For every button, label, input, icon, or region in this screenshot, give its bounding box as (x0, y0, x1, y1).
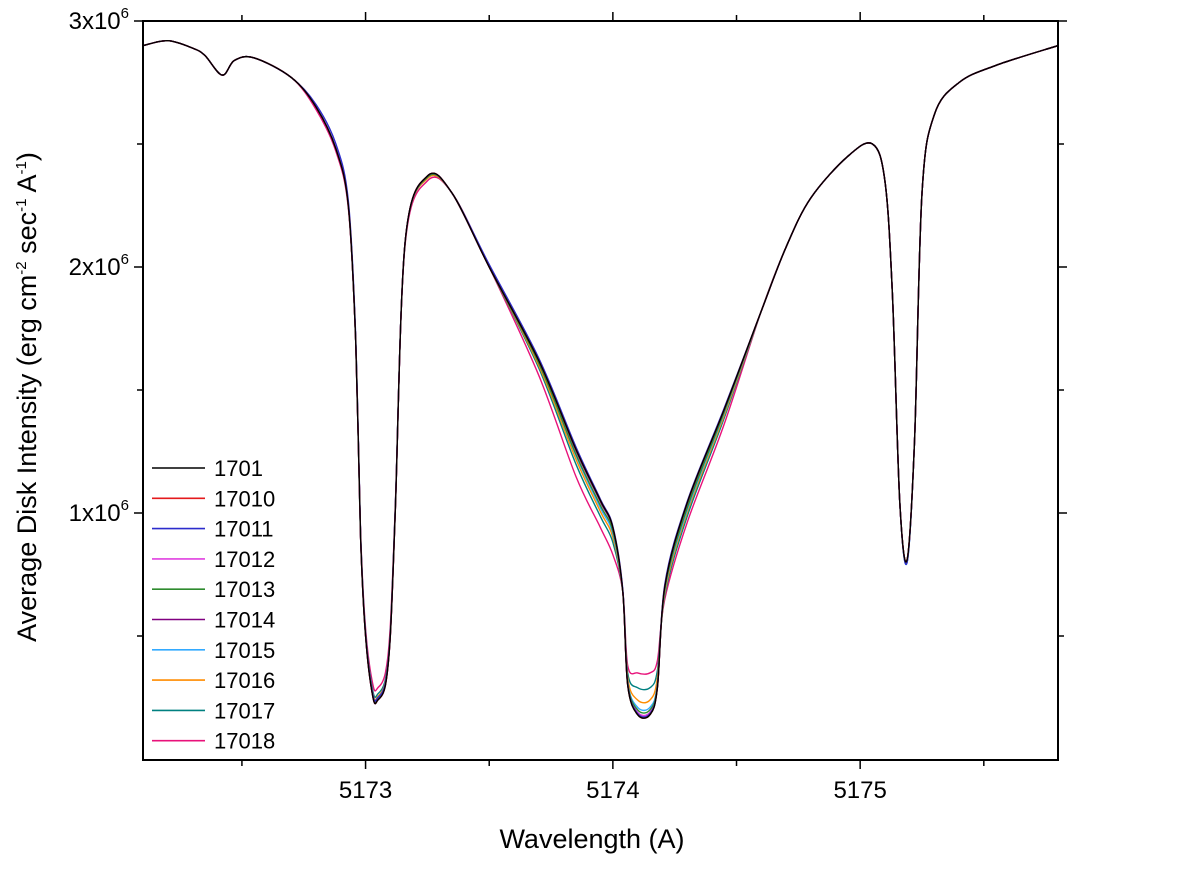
legend-item-17013: 17013 (152, 577, 275, 602)
series-line-17018 (143, 39, 1058, 692)
series-line-17013 (143, 39, 1058, 714)
series-line-17014 (143, 39, 1058, 717)
legend-label: 17018 (214, 729, 275, 754)
x-tick-label: 5173 (339, 777, 392, 804)
series-line-17010 (143, 39, 1058, 719)
legend-item-17014: 17014 (152, 608, 275, 633)
legend-item-17016: 17016 (152, 668, 275, 693)
legend-label: 17016 (214, 668, 275, 693)
series-line-17017 (143, 39, 1058, 698)
legend-item-17012: 17012 (152, 547, 275, 572)
legend-item-17015: 17015 (152, 638, 275, 663)
series-line-17016 (143, 39, 1058, 704)
y-axis-title: Average Disk Intensity (erg cm-2 sec-1 A… (12, 152, 42, 642)
legend-label: 17011 (214, 517, 274, 542)
legend-label: 17015 (214, 638, 275, 663)
series-line-17012 (143, 39, 1058, 717)
axis-ticks: 5173 5174 5175 1x106 2x106 3x106 (69, 5, 1067, 804)
x-tick-label: 5175 (833, 777, 886, 804)
legend-label: 17010 (214, 486, 275, 511)
legend-label: 17017 (214, 698, 275, 723)
legend-item-17018: 17018 (152, 729, 275, 754)
legend-label: 17014 (214, 608, 275, 633)
x-axis-title: Wavelength (A) (499, 824, 684, 854)
series-line-1701 (143, 39, 1058, 719)
series-layer (143, 39, 1058, 719)
legend-label: 17012 (214, 547, 275, 572)
legend-label: 17013 (214, 577, 275, 602)
legend-item-17017: 17017 (152, 698, 275, 723)
y-tick-label: 2x106 (69, 251, 129, 281)
axes-frame (142, 20, 1059, 761)
y-tick-label: 1x106 (69, 497, 129, 527)
legend: 1701 17010 17011 17012 17013 17014 17015 17016 1… (152, 456, 275, 754)
series-line-17015 (143, 39, 1058, 712)
legend-item-17011: 17011 (152, 517, 274, 542)
y-tick-label: 3x106 (69, 5, 129, 35)
plot-frame (142, 20, 1059, 761)
series-line-17011 (143, 39, 1058, 718)
legend-item-17010: 17010 (152, 486, 275, 511)
legend-label: 1701 (214, 456, 263, 481)
x-tick-label: 5174 (586, 777, 639, 804)
legend-item-1701: 1701 (152, 456, 263, 481)
